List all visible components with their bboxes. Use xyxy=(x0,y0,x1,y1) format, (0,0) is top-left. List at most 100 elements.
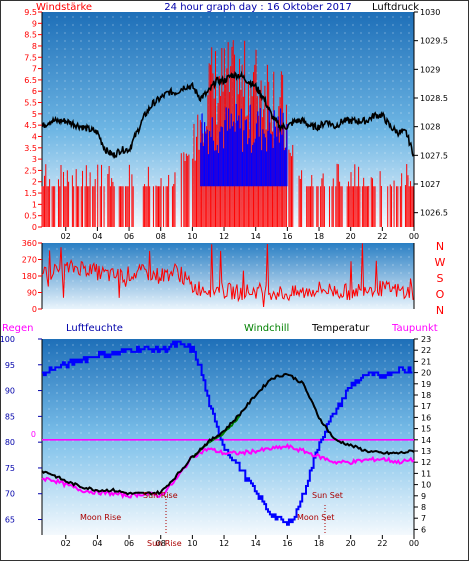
bottom-right-tick-label: 11 xyxy=(421,469,431,478)
bottom-right-tick-label: 14 xyxy=(421,436,431,445)
top-x-tick-label: 12 xyxy=(219,232,229,241)
bottom-x-tick-label: 22 xyxy=(377,539,387,548)
header-windstaerke: Windstärke xyxy=(36,2,92,13)
legend-temperatur: Temperatur xyxy=(311,323,370,334)
bottom-right-tick-label: 16 xyxy=(421,413,431,422)
compass-letter: N xyxy=(436,240,444,253)
top-left-tick-label: 2 xyxy=(32,178,37,187)
top-left-tick-label: 1.5 xyxy=(24,189,37,198)
bottom-right-tick-label: 22 xyxy=(421,346,431,355)
bottom-x-tick-label: 18 xyxy=(314,539,324,548)
bottom-x-tick-label: 14 xyxy=(251,539,261,548)
top-left-tick-label: 0.5 xyxy=(24,212,37,221)
mid-left-tick-label: 360 xyxy=(22,239,37,248)
top-left-tick-label: 9.5 xyxy=(24,8,37,17)
sun-rise-axis-label: Sun Rise xyxy=(147,539,182,548)
top-left-tick-label: 5 xyxy=(32,110,37,119)
bottom-right-tick-label: 17 xyxy=(421,402,431,411)
top-left-tick-label: 2.5 xyxy=(24,166,37,175)
top-left-tick-label: 4 xyxy=(32,132,37,141)
bottom-x-tick-label: 12 xyxy=(219,539,229,548)
top-left-tick-label: 8 xyxy=(32,42,37,51)
bottom-right-tick-label: 20 xyxy=(421,369,431,378)
top-panel: 0 0.5 1 1.5 2 2.5 3 3.5 4 4.5 5 5.5 6 6.5 7 7.5 8 8.5 9 9.5… xyxy=(24,8,448,241)
bottom-right-tick-label: 19 xyxy=(421,380,431,389)
top-x-tick-label: 06 xyxy=(124,232,134,241)
bottom-left-tick-label: 70 xyxy=(5,490,15,499)
legend-regen: Regen xyxy=(2,323,34,334)
bottom-x-tick-label: 00 xyxy=(409,539,419,548)
top-right-tick-label: 1030 xyxy=(420,8,440,17)
top-left-tick-label: 6.5 xyxy=(24,76,37,85)
header-title: 24 hour graph day : 16 Oktober 2017 xyxy=(164,2,351,13)
mid-left-tick-label: 90 xyxy=(27,289,37,298)
moon-set-label: Moon Set xyxy=(297,513,334,522)
bottom-right-tick-label: 13 xyxy=(421,447,431,456)
rain-zero-tick: 0 xyxy=(31,430,36,439)
legend-luftfeuchte: Luftfeuchte xyxy=(66,323,123,334)
top-right-tick-label: 1028.5 xyxy=(420,94,448,103)
bottom-x-tick-label: 06 xyxy=(124,539,134,548)
top-x-tick-label: 16 xyxy=(282,232,292,241)
top-right-tick-label: 1029 xyxy=(420,65,440,74)
top-left-tick-label: 5.5 xyxy=(24,99,37,108)
top-right-tick-label: 1028 xyxy=(420,123,440,132)
bottom-right-tick-label: 8 xyxy=(421,503,426,512)
top-x-tick-label: 22 xyxy=(377,232,387,241)
bottom-x-tick-label: 10 xyxy=(187,539,197,548)
top-x-tick-label: 00 xyxy=(409,232,419,241)
mid-left-tick-label: 270 xyxy=(22,256,37,265)
top-left-tick-label: 3.5 xyxy=(24,144,37,153)
top-left-tick-label: 3 xyxy=(32,155,37,164)
moon-rise-label: Moon Rise xyxy=(80,513,121,522)
temperature-line xyxy=(41,372,415,496)
sun-rise-label: Sun Rise xyxy=(143,491,178,500)
legend-taupunkt: Taupunkt xyxy=(391,323,438,334)
top-x-tick-label: 10 xyxy=(187,232,197,241)
top-left-tick-label: 1 xyxy=(32,200,37,209)
bottom-left-tick-label: 85 xyxy=(5,412,15,421)
top-left-tick-label: 0 xyxy=(32,223,37,232)
top-x-tick-label: 18 xyxy=(314,232,324,241)
top-left-tick-label: 4.5 xyxy=(24,121,37,130)
bottom-x-tick-label: 20 xyxy=(346,539,356,548)
top-right-tick-label: 1027 xyxy=(420,180,440,189)
compass-letter: W xyxy=(435,256,446,269)
bottom-left-tick-label: 100 xyxy=(0,335,15,344)
bottom-right-tick-label: 23 xyxy=(421,335,431,344)
top-right-tick-label: 1027.5 xyxy=(420,151,448,160)
top-left-tick-label: 7.5 xyxy=(24,53,37,62)
bottom-plot-dots xyxy=(42,339,414,535)
bottom-left-tick-label: 95 xyxy=(5,361,15,370)
bottom-x-tick-label: 02 xyxy=(61,539,71,548)
top-x-tick-label: 14 xyxy=(251,232,261,241)
top-x-tick-label: 20 xyxy=(346,232,356,241)
mid-left-tick-label: 0 xyxy=(32,305,37,314)
mid-left-tick-label: 180 xyxy=(22,272,37,281)
wind-direction-line xyxy=(41,243,414,308)
bottom-left-tick-label: 75 xyxy=(5,464,15,473)
bottom-left-tick-label: 65 xyxy=(5,516,15,525)
top-right-tick-label: 1026.5 xyxy=(420,209,448,218)
top-left-tick-label: 8.5 xyxy=(24,31,37,40)
compass-letter: N xyxy=(436,304,444,317)
top-x-tick-label: 02 xyxy=(61,232,71,241)
bottom-left-tick-label: 80 xyxy=(5,438,15,447)
top-left-tick-label: 7 xyxy=(32,65,37,74)
bottom-right-tick-label: 15 xyxy=(421,425,431,434)
bottom-right-tick-label: 18 xyxy=(421,391,431,400)
top-left-tick-label: 6 xyxy=(32,87,37,96)
bottom-x-tick-label: 04 xyxy=(92,539,102,548)
top-x-tick-label: 08 xyxy=(156,232,166,241)
compass-letter: O xyxy=(436,288,445,301)
compass-letter: S xyxy=(437,272,444,285)
header-luftdruck: Luftdruck xyxy=(372,2,419,13)
top-left-tick-label: 9 xyxy=(32,19,37,28)
bottom-left-tick-label: 90 xyxy=(5,387,15,396)
bottom-right-tick-label: 7 xyxy=(421,514,426,523)
bottom-right-tick-label: 6 xyxy=(421,525,426,534)
bottom-right-tick-label: 21 xyxy=(421,357,431,366)
